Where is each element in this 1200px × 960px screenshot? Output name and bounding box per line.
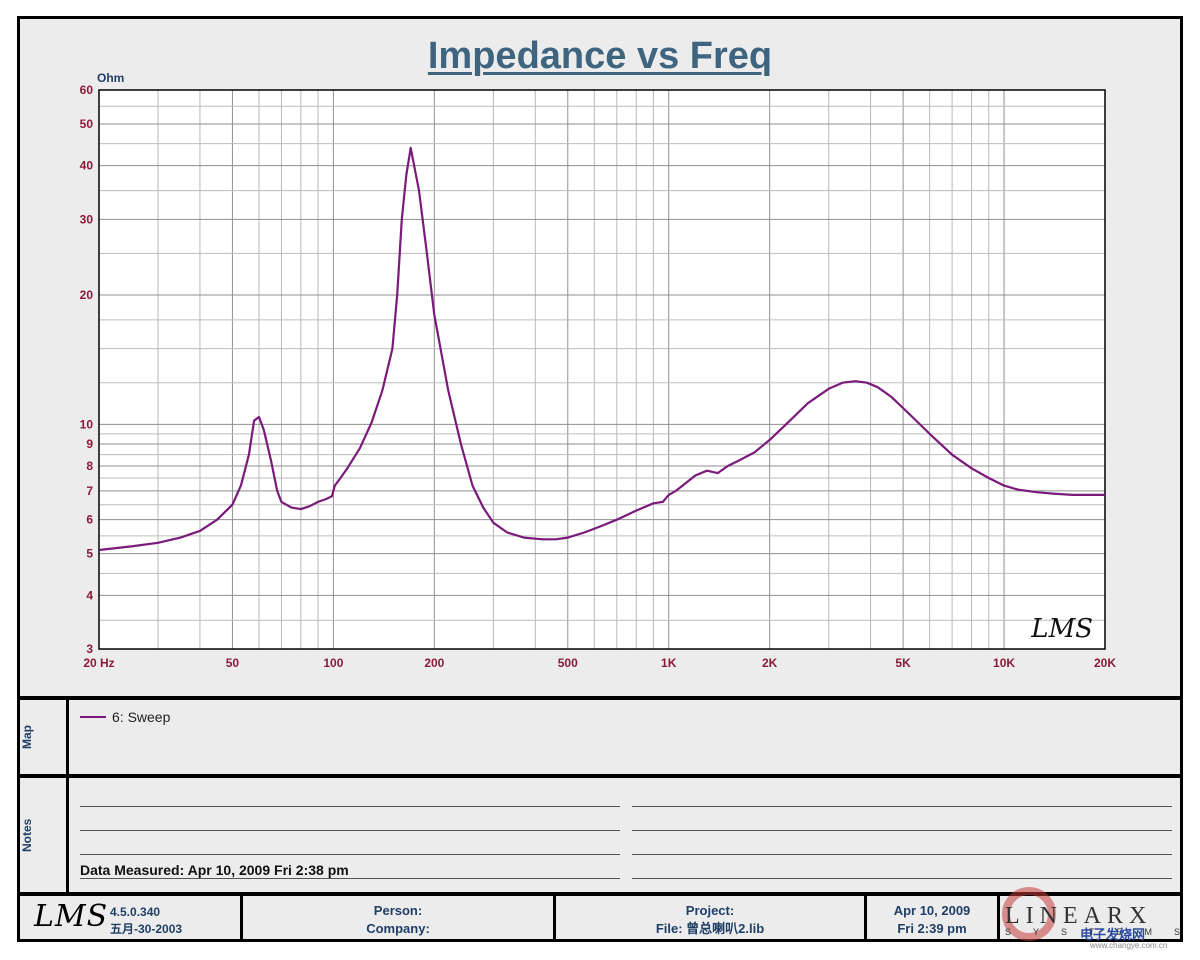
impedance-chart: 20 Hz 50 100 200 500 1K 2K 5K 10K 20K 60 50 40 30 20 10…	[80, 71, 1117, 670]
panel-separator	[20, 774, 1180, 778]
version-info: 4.5.0.340 五月-30-2003	[110, 904, 182, 938]
x-tick-label: 1K	[661, 656, 677, 670]
panel-separator	[20, 892, 1180, 896]
x-tick-label: 5K	[895, 656, 911, 670]
y-axis-label: Ohm	[97, 71, 124, 85]
legend-label: 6: Sweep	[112, 709, 171, 725]
x-tick-label: 50	[226, 656, 240, 670]
note-line	[80, 854, 620, 855]
footer-divider	[997, 896, 1000, 939]
x-tick-label: 2K	[762, 656, 778, 670]
linearx-wordmark: LINEARX	[1005, 903, 1153, 929]
version-date: 五月-30-2003	[110, 922, 183, 936]
person-label: Person:	[373, 903, 423, 918]
project-file-cell: Project: File: 曾总喇叭2.lib	[556, 896, 864, 939]
x-tick-label: 10K	[993, 656, 1015, 670]
y-tick-label: 40	[80, 159, 94, 173]
x-tick-label: 200	[424, 656, 444, 670]
lms-logo: LMS	[34, 899, 109, 934]
note-line	[80, 878, 620, 879]
y-tick-label: 5	[86, 547, 93, 561]
x-tick-label: 20 Hz	[83, 656, 114, 670]
y-tick-label: 4	[86, 588, 93, 602]
y-tick-label: 8	[86, 459, 93, 473]
watermark-circle	[1002, 887, 1056, 941]
map-label: Map	[20, 725, 34, 749]
panel-separator	[20, 696, 1180, 700]
note-line	[632, 830, 1172, 831]
y-tick-label: 20	[80, 288, 94, 302]
y-tick-label: 10	[80, 417, 94, 431]
chart-panel: Impedance vs Freq 20 Hz 50 100 200 500 1K 2K 5K…	[20, 19, 1180, 696]
note-line	[80, 830, 620, 831]
person-company-cell: Person: Company:	[243, 896, 553, 939]
print-date: Apr 10, 2009	[893, 903, 971, 918]
note-line	[632, 854, 1172, 855]
lms-watermark: LMS	[1030, 614, 1093, 644]
project-label: Project:	[685, 903, 735, 918]
file-label: File: 曾总喇叭2.lib	[655, 921, 765, 936]
print-time: Fri 2:39 pm	[897, 921, 967, 936]
data-measured-text: Data Measured: Apr 10, 2009 Fri 2:38 pm	[80, 862, 349, 878]
version-number: 4.5.0.340	[110, 905, 161, 919]
map-divider	[66, 700, 69, 774]
y-tick-label: 60	[80, 83, 94, 97]
chart-title: Impedance vs Freq	[427, 35, 773, 77]
x-tick-label: 100	[323, 656, 343, 670]
legend-swatch	[80, 716, 106, 718]
y-tick-label: 7	[86, 484, 93, 498]
x-tick-label: 20K	[1094, 656, 1116, 670]
x-tick-label: 500	[558, 656, 578, 670]
y-tick-label: 50	[80, 117, 94, 131]
plot-area	[99, 90, 1105, 649]
y-tick-label: 3	[86, 642, 93, 656]
impedance-curve	[98, 146, 1105, 552]
footer-divider	[553, 896, 556, 939]
footer-divider	[864, 896, 867, 939]
footer-divider	[240, 896, 243, 939]
site-url: www.changye.com.cn	[1090, 941, 1168, 950]
linearx-subtitle: SYSTEMS	[1005, 927, 1200, 937]
y-tick-label: 9	[86, 437, 93, 451]
y-tick-label: 6	[86, 513, 93, 527]
note-line	[632, 878, 1172, 879]
legend-entry: 6: Sweep	[80, 709, 170, 725]
y-tick-label: 30	[80, 212, 94, 226]
linearx-logo: LINEARX SYSTEMS	[1005, 899, 1180, 939]
notes-divider	[66, 778, 69, 892]
note-line	[632, 806, 1172, 807]
report-frame: Impedance vs Freq 20 Hz 50 100 200 500 1K 2K 5K…	[17, 16, 1183, 950]
notes-label: Notes	[20, 818, 34, 852]
site-watermark: 电子发烧网	[1080, 927, 1146, 942]
plot-border	[98, 89, 1106, 650]
date-time-cell: Apr 10, 2009 Fri 2:39 pm	[867, 896, 997, 939]
company-label: Company:	[366, 921, 430, 936]
note-line	[80, 806, 620, 807]
